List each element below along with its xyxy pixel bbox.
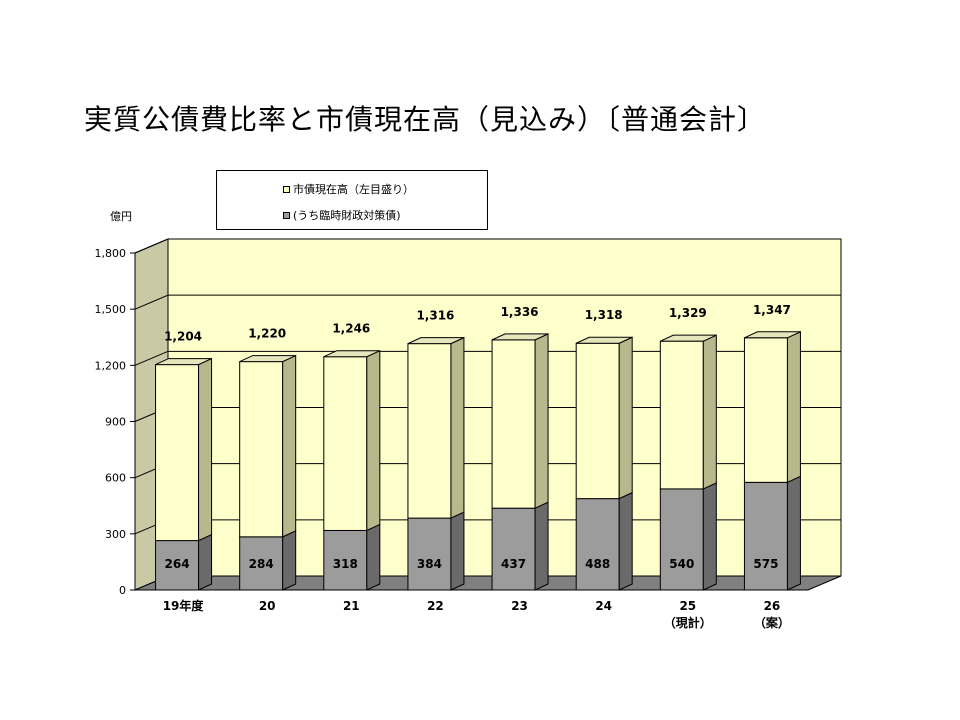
bar-total-side bbox=[702, 334, 717, 490]
data-label-temporary: 575 bbox=[753, 557, 778, 571]
chart-legend: 市債現在高（左目盛り） (うち臨時財政対策債) bbox=[216, 170, 488, 230]
legend-swatch-temporary bbox=[283, 211, 290, 219]
data-label-temporary: 284 bbox=[249, 557, 274, 571]
page-title: 実質公債費比率と市債現在高（見込み）〔普通会計〕 bbox=[84, 103, 767, 136]
bar-temporary-front bbox=[323, 529, 368, 591]
y-tick-label: 1,200 bbox=[95, 359, 127, 372]
bar-total-side bbox=[366, 349, 381, 532]
bar-temporary-side bbox=[282, 530, 297, 591]
data-label-temporary: 488 bbox=[585, 557, 610, 571]
bar-total-top bbox=[239, 355, 296, 363]
y-tick-label: 1,800 bbox=[95, 247, 127, 260]
data-label-total: 1,246 bbox=[332, 322, 370, 336]
bar-temporary-front bbox=[743, 481, 788, 591]
bar-total-side bbox=[786, 331, 801, 484]
x-tick-label: 22 bbox=[427, 599, 444, 613]
gridline bbox=[134, 238, 841, 254]
data-label-total: 1,316 bbox=[416, 309, 454, 323]
bar-total-side bbox=[450, 336, 465, 519]
bar-total-front bbox=[491, 339, 536, 509]
bar-total-front bbox=[155, 364, 200, 542]
bar-total-top bbox=[491, 333, 549, 341]
bar-temporary-front bbox=[239, 536, 284, 591]
data-label-total: 1,336 bbox=[501, 305, 539, 319]
bar-total-front bbox=[659, 340, 704, 490]
data-label-total: 1,347 bbox=[753, 303, 791, 317]
x-tick-label: 20 bbox=[259, 599, 276, 613]
bar-total-side bbox=[618, 336, 633, 500]
data-label-total: 1,220 bbox=[248, 327, 286, 341]
data-label-temporary: 264 bbox=[165, 557, 190, 571]
bar-temporary-side bbox=[366, 523, 381, 591]
y-tick-label: 0 bbox=[119, 584, 126, 597]
legend-swatch-total bbox=[283, 185, 290, 193]
legend-label-total: 市債現在高（左目盛り） bbox=[293, 183, 414, 196]
bar-temporary-side bbox=[786, 475, 801, 591]
bar-total-top bbox=[323, 350, 381, 358]
legend-label-temporary: (うち臨時財政対策債) bbox=[293, 209, 401, 222]
bar-total-side bbox=[282, 354, 297, 538]
x-tick-label: 21 bbox=[343, 599, 360, 613]
bar-total-top bbox=[155, 358, 212, 366]
bar-total-side bbox=[198, 357, 213, 542]
bar-total-top bbox=[744, 331, 801, 339]
data-label-total: 1,318 bbox=[585, 308, 623, 322]
y-tick-label: 1,500 bbox=[95, 303, 127, 316]
bar-temporary-front bbox=[407, 517, 452, 591]
x-tick-label: （案） bbox=[754, 615, 790, 630]
x-tick-label: 24 bbox=[595, 599, 612, 613]
x-tick-label: 26 bbox=[764, 599, 781, 613]
bar-temporary-front bbox=[575, 498, 620, 591]
data-label-temporary: 540 bbox=[669, 557, 694, 571]
bar-total-front bbox=[407, 343, 452, 519]
data-label-total: 1,329 bbox=[669, 306, 707, 320]
bar-total-front bbox=[575, 342, 620, 500]
legend-item-total: 市債現在高（左目盛り） bbox=[283, 181, 414, 197]
y-tick-label: 600 bbox=[105, 472, 126, 485]
y-axis-unit: 億円 bbox=[110, 210, 132, 223]
x-tick-label: （現計） bbox=[664, 615, 712, 630]
bar-temporary-side bbox=[450, 511, 465, 591]
legend-item-temporary: (うち臨時財政対策債) bbox=[283, 207, 401, 223]
bar-temporary-front bbox=[155, 540, 200, 591]
bar-total-top bbox=[660, 334, 717, 342]
data-label-temporary: 318 bbox=[333, 557, 358, 571]
bar-total-side bbox=[534, 333, 549, 509]
data-label-temporary: 384 bbox=[417, 557, 442, 571]
y-tick-label: 300 bbox=[105, 528, 126, 541]
data-label-temporary: 437 bbox=[501, 557, 526, 571]
data-label-total: 1,204 bbox=[164, 330, 202, 344]
bar-temporary-side bbox=[618, 491, 633, 591]
bar-total-front bbox=[743, 337, 788, 483]
bar-temporary-front bbox=[659, 488, 704, 591]
bar-total-front bbox=[239, 361, 284, 538]
bar-temporary-side bbox=[198, 533, 213, 591]
x-tick-label: 23 bbox=[511, 599, 528, 613]
bar-total-top bbox=[575, 336, 633, 344]
y-tick-label: 900 bbox=[105, 416, 126, 429]
gridline bbox=[134, 294, 841, 310]
bar-total-top bbox=[407, 337, 465, 345]
bar-temporary-front bbox=[491, 507, 536, 591]
bar-total-front bbox=[323, 356, 368, 531]
bar-temporary-side bbox=[534, 501, 549, 591]
x-tick-label: 25 bbox=[679, 599, 696, 613]
x-tick-label: 19年度 bbox=[163, 598, 205, 613]
bar-temporary-side bbox=[702, 482, 717, 591]
